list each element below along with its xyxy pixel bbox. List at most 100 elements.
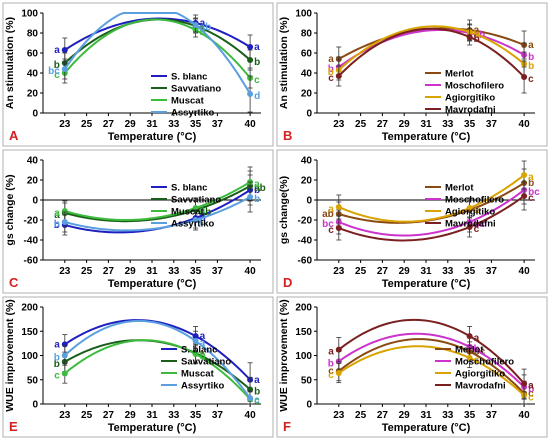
panel-frame: [276, 2, 548, 147]
significance-letter: b: [54, 220, 60, 231]
y-tick-label: 50: [27, 375, 39, 386]
x-tick-label: 31: [420, 266, 432, 277]
y-tick-label: -20: [24, 216, 39, 227]
significance-letter: b: [200, 351, 206, 362]
legend-entry: Savvatiano: [171, 195, 221, 206]
data-point: [192, 205, 199, 211]
x-tick-label: 33: [168, 266, 180, 277]
significance-letter: bc: [528, 187, 540, 198]
y-tick-label: 100: [21, 351, 38, 362]
series-line: [338, 195, 525, 242]
x-tick-label: 27: [103, 119, 115, 130]
series-line: [338, 27, 525, 78]
significance-letter: b: [54, 359, 60, 370]
significance-letter: a: [254, 375, 260, 386]
y-tick-label: -60: [298, 256, 313, 267]
y-tick-label: 60: [27, 49, 39, 60]
data-point: [192, 337, 199, 344]
significance-letter: c: [528, 193, 534, 204]
legend-entry: Muscat: [171, 96, 205, 107]
x-tick-label: 27: [377, 410, 389, 421]
significance-letter: a: [54, 339, 60, 350]
significance-letter: a: [54, 208, 60, 219]
y-tick-label: 100: [295, 351, 312, 362]
x-tick-label: 37: [212, 119, 224, 130]
y-axis-label: An stimulation (%): [278, 17, 290, 109]
x-tick-label: 23: [333, 410, 345, 421]
significance-letter: a: [328, 204, 334, 215]
data-point: [192, 22, 199, 28]
significance-letter: b: [254, 194, 260, 205]
series-line: [64, 185, 251, 223]
data-point: [335, 73, 342, 79]
series-line: [64, 18, 251, 79]
y-tick-label: -60: [24, 256, 39, 267]
panel-label: C: [9, 275, 19, 290]
significance-letter: c: [200, 350, 206, 361]
data-point: [61, 208, 68, 214]
x-axis-label: Temperature (°C): [108, 131, 197, 143]
x-tick-label: 29: [399, 119, 411, 130]
significance-letter: a: [200, 23, 206, 34]
legend-entry: Merlot: [445, 69, 474, 80]
series-line: [338, 174, 525, 223]
y-tick-label: 0: [306, 196, 312, 207]
legend-entry: Muscat: [171, 207, 205, 218]
significance-letter: b: [254, 386, 260, 397]
x-tick-label: 27: [377, 266, 389, 277]
significance-letter: b: [528, 61, 534, 72]
x-tick-label: 25: [355, 119, 367, 130]
x-tick-label: 37: [212, 410, 224, 421]
significance-letter: b: [200, 217, 206, 228]
x-tick-label: 27: [377, 119, 389, 130]
y-tick-label: 40: [27, 156, 39, 167]
x-tick-label: 40: [245, 266, 257, 277]
series-assyrtiko: bac: [54, 319, 260, 406]
x-tick-label: 35: [464, 410, 476, 421]
series-mavrodafni: a a a: [328, 318, 534, 399]
x-tick-label: 25: [355, 410, 367, 421]
data-point: [61, 219, 68, 225]
significance-letter: ab: [200, 22, 212, 33]
y-tick-label: 0: [306, 109, 312, 120]
y-axis-label: WUE improvement (%): [4, 299, 16, 412]
x-tick-label: 37: [486, 266, 498, 277]
series-line: [338, 28, 525, 68]
y-tick-label: 40: [301, 156, 313, 167]
y-tick-label: 0: [306, 400, 312, 411]
data-point: [466, 205, 473, 211]
panel-label: D: [283, 275, 292, 290]
series-mavrodafni: c c c: [328, 181, 534, 242]
x-tick-label: 29: [399, 410, 411, 421]
x-tick-label: 37: [486, 410, 498, 421]
data-point: [247, 395, 254, 402]
y-axis-label: WUE improvement (%): [278, 299, 290, 412]
y-tick-label: 150: [21, 327, 38, 338]
series-line: [64, 339, 251, 400]
y-axis-label: gs change(%): [278, 176, 290, 244]
data-point: [61, 352, 68, 359]
series-line: [64, 319, 251, 399]
x-tick-label: 33: [168, 119, 180, 130]
x-tick-label: 23: [59, 410, 71, 421]
legend-entry: Muscat: [181, 369, 215, 380]
legend-entry: Merlot: [445, 183, 474, 194]
legend-entry: Agiorgitiko: [445, 207, 495, 218]
y-tick-label: 40: [301, 69, 313, 80]
significance-letter: c: [328, 225, 334, 236]
significance-letter: bc: [474, 219, 486, 230]
panel-label: E: [9, 419, 18, 434]
significance-letter: a: [200, 338, 206, 349]
x-tick-label: 23: [333, 266, 345, 277]
legend-entry: S. blanc: [171, 72, 207, 83]
significance-letter: a: [54, 45, 60, 56]
y-tick-label: 200: [21, 303, 38, 314]
significance-letter: a: [528, 40, 534, 51]
legend-entry: Agiorgitiko: [445, 93, 495, 104]
y-tick-label: 0: [32, 400, 38, 411]
x-tick-label: 31: [146, 119, 158, 130]
significance-letter: a: [200, 18, 206, 29]
significance-letter: a: [474, 333, 480, 344]
